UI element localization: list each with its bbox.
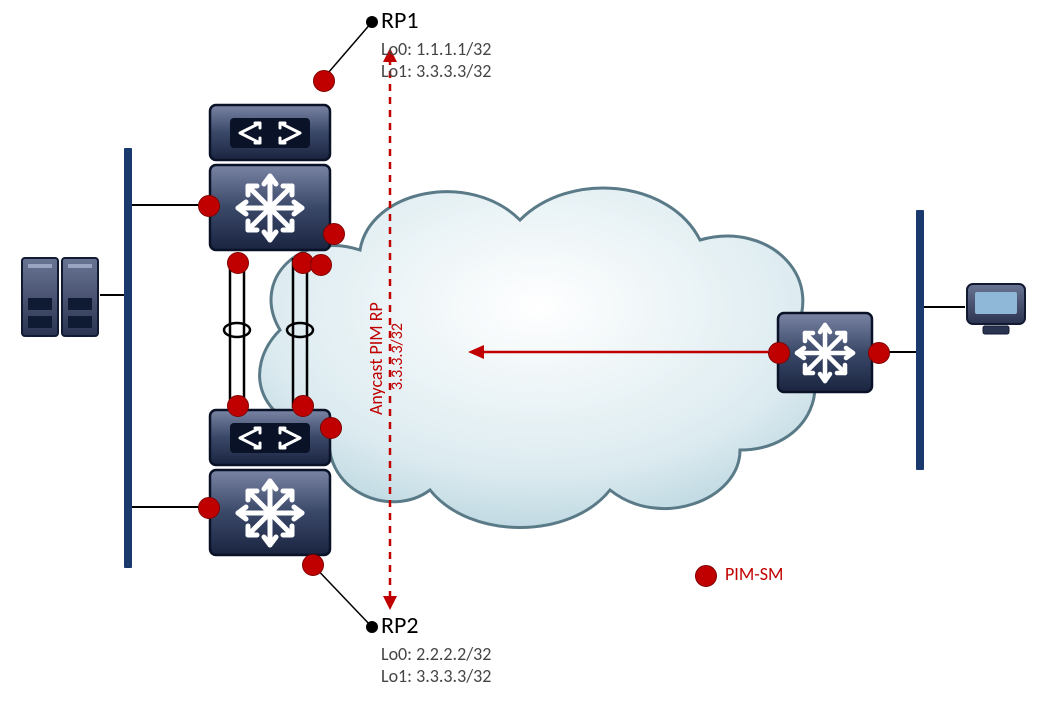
pim-dot — [768, 342, 790, 364]
pim-dot — [227, 252, 249, 274]
pim-dot — [292, 395, 314, 417]
rp2-lo1: Lo1: 3.3.3.3/32 — [381, 665, 491, 688]
rp2-title: RP2 — [381, 611, 419, 640]
pim-dot — [313, 70, 335, 92]
pim-dot — [868, 342, 890, 364]
pim-dot — [320, 417, 342, 439]
pim-dot — [310, 254, 332, 276]
rp1-lo0: Lo0: 1.1.1.1/32 — [381, 38, 491, 61]
pim-dot — [302, 554, 324, 576]
legend-pim-sm: PIM-SM — [725, 563, 783, 585]
rp2-lo0: Lo0: 2.2.2.2/32 — [381, 643, 491, 666]
anycast-label: Anycast PIM RP — [365, 302, 387, 415]
pim-dot — [198, 497, 220, 519]
rp1-lo1: Lo1: 3.3.3.3/32 — [381, 60, 491, 83]
pim-dot — [323, 223, 345, 245]
anycast-addr: 3.3.3.3/32 — [388, 323, 407, 390]
pim-join-arrow — [0, 0, 1044, 721]
pim-dot — [227, 395, 249, 417]
pim-dot — [198, 195, 220, 217]
legend-dot — [695, 565, 717, 587]
rp1-title: RP1 — [381, 6, 419, 35]
